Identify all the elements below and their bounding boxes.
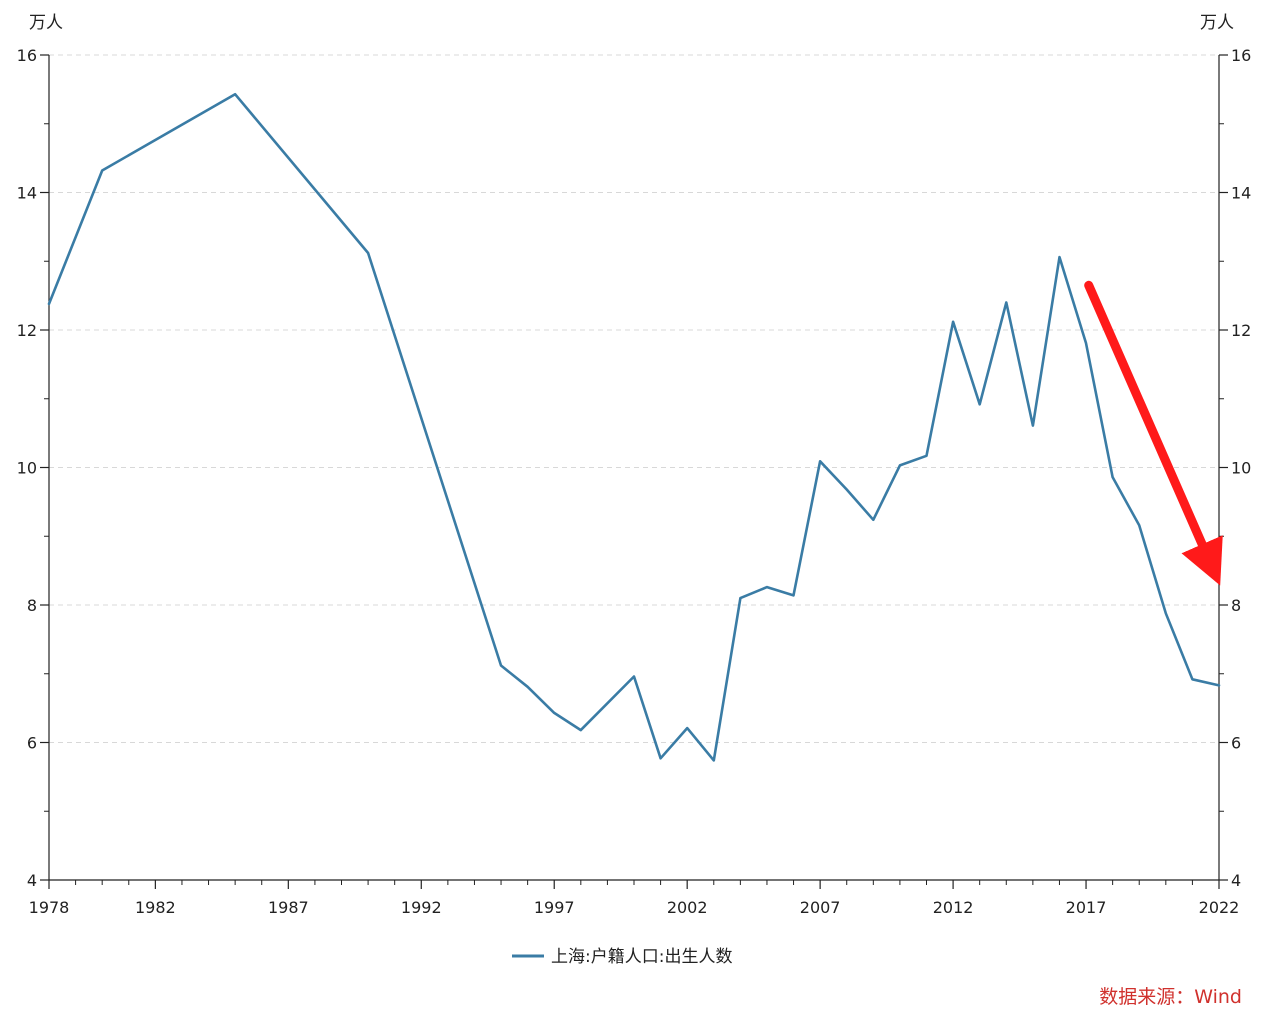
- left-y-unit-label: 万人: [29, 13, 63, 33]
- right-y-tick-label: 14: [1231, 184, 1251, 203]
- annotation-layer: [1084, 280, 1223, 586]
- left-y-tick-label: 8: [27, 596, 37, 615]
- right-y-tick-label: 6: [1231, 734, 1241, 753]
- right-y-tick-label: 16: [1231, 46, 1251, 65]
- gridlines: [49, 54, 1219, 743]
- x-tick-label: 1997: [534, 898, 575, 917]
- right-y-tick-label: 12: [1231, 321, 1251, 340]
- left-y-tick-label: 14: [17, 184, 37, 203]
- series-layer: [47, 92, 1221, 762]
- x-tick-label: 1987: [268, 898, 309, 917]
- legend: 上海:户籍人口:出生人数: [512, 947, 732, 967]
- left-y-tick-label: 12: [17, 321, 37, 340]
- right-y-tick-label: 4: [1231, 871, 1241, 890]
- left-y-tick-label: 10: [17, 459, 37, 478]
- left-y-tick-label: 16: [17, 46, 37, 65]
- left-y-tick-label: 6: [27, 734, 37, 753]
- x-tick-label: 2022: [1199, 898, 1240, 917]
- source-note: 数据来源：Wind: [1099, 986, 1242, 1008]
- right-y-unit-label: 万人: [1200, 13, 1234, 33]
- x-tick-label: 2012: [933, 898, 974, 917]
- x-tick-label: 2002: [667, 898, 708, 917]
- x-tick-label: 1982: [135, 898, 176, 917]
- x-tick-label: 2017: [1066, 898, 1107, 917]
- right-y-tick-label: 8: [1231, 596, 1241, 615]
- axis-ticks: 4 4 6 6 8 8 10 10 12 12 14 14 16 16 1978 1982 1987 1992 19…: [17, 46, 1252, 917]
- x-tick-label: 2007: [800, 898, 841, 917]
- series-line-0: [47, 92, 1221, 762]
- x-tick-label: 1978: [29, 898, 70, 917]
- left-y-tick-label: 4: [27, 871, 37, 890]
- legend-label: 上海:户籍人口:出生人数: [551, 947, 732, 967]
- right-y-tick-label: 10: [1231, 459, 1251, 478]
- trend-arrow: [1084, 280, 1223, 586]
- x-tick-label: 1992: [401, 898, 442, 917]
